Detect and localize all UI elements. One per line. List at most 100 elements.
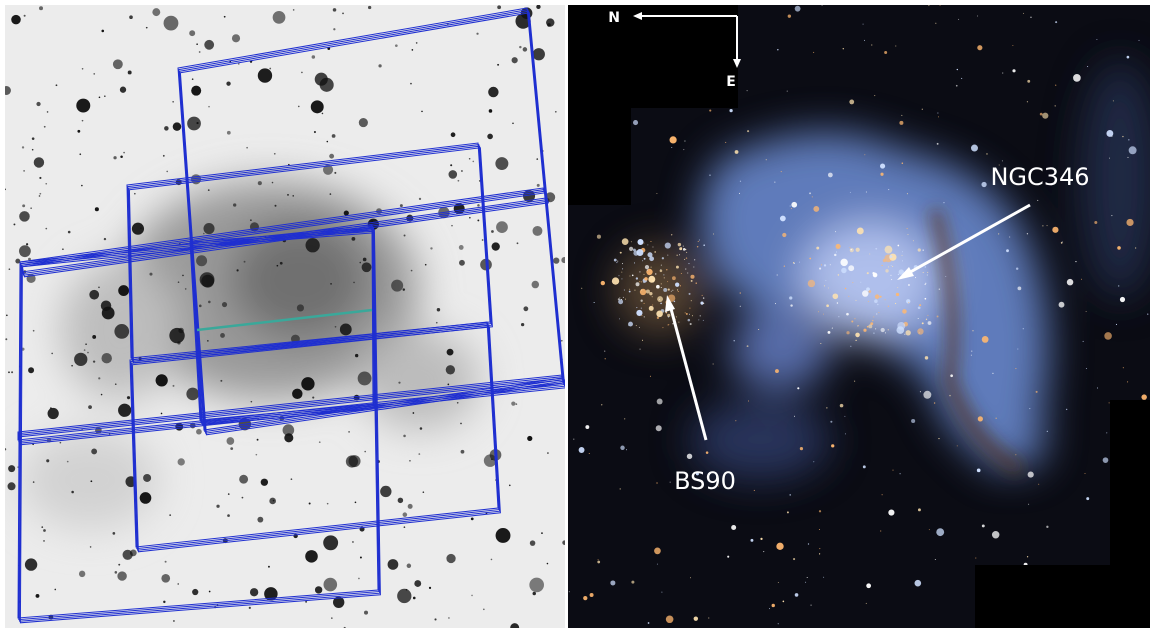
- star: [735, 420, 737, 422]
- star: [1117, 285, 1120, 287]
- star: [648, 275, 656, 283]
- star: [471, 594, 473, 597]
- star: [647, 244, 649, 246]
- star: [667, 281, 669, 283]
- star: [642, 260, 644, 262]
- star: [330, 283, 332, 285]
- star: [468, 157, 471, 160]
- mosaic-mask: [568, 5, 1150, 628]
- star: [177, 583, 180, 585]
- star: [198, 51, 201, 53]
- star: [101, 352, 112, 364]
- star: [880, 530, 882, 532]
- star: [333, 28, 336, 31]
- star: [8, 268, 11, 271]
- star: [1046, 525, 1049, 529]
- star: [684, 258, 686, 260]
- star: [249, 588, 259, 597]
- star: [1015, 267, 1019, 270]
- star: [326, 140, 329, 143]
- star: [809, 192, 812, 195]
- star: [112, 59, 123, 70]
- star: [123, 151, 125, 154]
- star: [1075, 260, 1077, 263]
- star: [657, 296, 663, 302]
- star: [1058, 301, 1065, 308]
- star: [907, 233, 909, 236]
- star: [288, 163, 290, 166]
- star: [43, 540, 45, 542]
- star: [1054, 105, 1056, 107]
- star: [643, 242, 645, 244]
- star: [31, 148, 34, 151]
- star: [939, 5, 941, 6]
- star: [936, 142, 939, 145]
- star: [701, 294, 703, 296]
- star: [850, 345, 852, 347]
- star: [163, 600, 166, 604]
- star: [483, 608, 485, 611]
- footprint: [19, 379, 565, 446]
- star: [678, 321, 680, 323]
- star: [684, 312, 686, 314]
- star: [924, 283, 926, 286]
- star: [866, 272, 869, 275]
- star: [92, 360, 96, 363]
- star: [143, 473, 152, 482]
- star: [878, 312, 880, 314]
- star: [813, 51, 815, 53]
- star: [875, 247, 878, 250]
- star: [477, 204, 480, 207]
- star: [149, 272, 153, 276]
- star: [823, 285, 826, 287]
- star: [934, 559, 936, 561]
- star: [274, 204, 277, 207]
- star: [450, 164, 453, 167]
- star: [208, 300, 211, 304]
- star: [961, 77, 963, 79]
- star: [880, 172, 884, 176]
- star: [775, 369, 779, 373]
- star: [11, 371, 14, 374]
- star: [791, 201, 798, 208]
- star: [230, 447, 234, 450]
- star: [495, 157, 509, 171]
- star: [703, 244, 706, 247]
- star: [970, 144, 978, 152]
- star: [177, 458, 185, 466]
- star: [747, 130, 750, 133]
- star: [588, 453, 590, 455]
- star: [536, 158, 539, 160]
- star: [450, 132, 456, 138]
- star: [866, 325, 869, 328]
- star: [36, 101, 41, 107]
- star: [863, 328, 867, 332]
- star: [892, 265, 894, 267]
- star: [739, 305, 741, 307]
- star: [643, 273, 645, 275]
- star: [652, 246, 654, 248]
- star: [799, 447, 804, 451]
- footprint: [131, 324, 501, 551]
- star: [49, 407, 52, 410]
- star: [613, 258, 617, 262]
- star: [975, 557, 977, 559]
- star: [7, 482, 16, 491]
- star: [402, 512, 408, 517]
- star: [677, 291, 679, 293]
- star: [805, 581, 807, 583]
- star: [202, 232, 205, 235]
- star: [652, 304, 654, 306]
- star: [1106, 432, 1108, 434]
- star: [512, 122, 514, 125]
- star: [811, 196, 813, 198]
- star: [763, 551, 765, 553]
- star: [881, 264, 883, 266]
- star: [1065, 408, 1068, 411]
- star: [220, 333, 225, 338]
- star: [101, 306, 115, 320]
- star: [221, 301, 228, 308]
- star: [807, 279, 816, 288]
- star: [321, 112, 324, 115]
- star: [241, 496, 244, 499]
